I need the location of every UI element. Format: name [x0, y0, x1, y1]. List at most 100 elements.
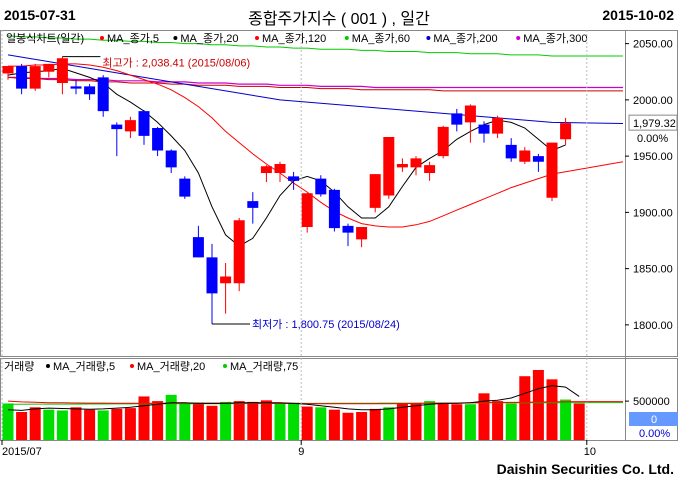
x-tick-label: 9 — [298, 446, 304, 458]
candle-body — [315, 178, 327, 195]
volume-bar — [437, 402, 449, 440]
volume-bar — [70, 407, 82, 440]
candle-body — [233, 220, 245, 284]
candle-body — [247, 201, 259, 208]
volume-bar — [2, 403, 14, 440]
price-legend-main: 일봉식차트(일간) — [6, 31, 84, 45]
legend-swatch — [344, 36, 349, 40]
candle-body — [111, 124, 123, 130]
volume-bar — [220, 401, 232, 440]
legend-swatch — [173, 36, 178, 40]
y-tick-label: 1850.00 — [633, 264, 673, 276]
price-legend-item: MA_종가,5 — [107, 32, 159, 45]
y-tick-label: 1800.00 — [633, 320, 673, 332]
volume-bar — [396, 403, 408, 440]
candle-body — [424, 165, 436, 173]
candle-body — [328, 189, 340, 229]
price-legend-item: MA_종가,300 — [523, 32, 587, 45]
y-tick-label: 1900.00 — [633, 207, 673, 219]
candle-body — [288, 176, 300, 181]
price-legend-item: MA_종가,60 — [352, 32, 410, 45]
legend-swatch — [46, 364, 50, 368]
chart-header: 2015-07-31 종합주가지수 ( 001 ) , 일간 2015-10-0… — [0, 0, 678, 30]
price-ma60-line — [7, 35, 623, 57]
candle-body — [383, 137, 395, 196]
volume-bar — [369, 408, 381, 440]
legend-swatch — [426, 36, 431, 40]
candle-body — [179, 178, 191, 197]
brand-footer: Daishin Securities Co. Ltd. — [496, 461, 674, 477]
x-tick-label: 2015/07 — [2, 446, 42, 458]
volume-bar — [152, 401, 164, 440]
candle-body — [152, 128, 164, 151]
candle-body — [84, 86, 96, 95]
volume-bar — [560, 399, 572, 440]
volume-bar — [301, 406, 313, 440]
volume-bar — [16, 412, 28, 440]
price-change-pct: 0.00% — [637, 133, 668, 145]
volume-bar — [247, 401, 259, 440]
chart-title: 종합주가지수 ( 001 ) , 일간 — [248, 11, 430, 28]
volume-bar — [546, 379, 558, 440]
volume-bar — [84, 409, 96, 440]
volume-bar — [179, 403, 191, 440]
x-tick-label: 10 — [584, 446, 596, 458]
candle-body — [192, 237, 204, 258]
candle-body — [97, 77, 109, 112]
volume-ma20-line — [7, 400, 623, 405]
candle-body — [437, 126, 449, 157]
candle-body — [410, 158, 422, 168]
y-tick-label: 2000.00 — [633, 95, 673, 107]
y-tick-label: 1950.00 — [633, 151, 673, 163]
volume-last-label: 0 — [651, 414, 657, 426]
end-date: 2015-10-02 — [602, 7, 674, 23]
candle-body — [492, 117, 504, 134]
volume-change-pct: 0.00% — [639, 428, 670, 440]
legend-swatch — [100, 36, 104, 40]
candle-body — [356, 227, 368, 240]
start-date: 2015-07-31 — [4, 7, 76, 23]
volume-bar — [111, 408, 123, 440]
volume-bar — [342, 412, 354, 440]
candle-body — [532, 156, 544, 162]
candle-body — [29, 66, 41, 89]
volume-bar — [424, 401, 436, 440]
volume-bar — [492, 401, 504, 440]
last-price-label: 1,979.32 — [633, 118, 676, 130]
candle-body — [16, 66, 28, 89]
volume-bar — [29, 407, 41, 440]
candle-body — [260, 166, 272, 173]
candle-body — [220, 276, 232, 284]
candle-body — [451, 113, 463, 125]
volume-bar — [356, 412, 368, 440]
volume-bar — [410, 403, 422, 440]
volume-y-tick-label: 500000 — [633, 396, 670, 408]
volume-ma5-line — [7, 385, 580, 411]
price-legend-item: MA_종가,200 — [433, 32, 497, 45]
candle-body — [138, 111, 150, 136]
volume-bar — [315, 407, 327, 440]
volume-bar — [383, 407, 395, 440]
volume-bar — [206, 405, 218, 440]
price-ma20-line — [8, 63, 624, 228]
candle-body — [43, 63, 55, 72]
volume-bar — [138, 396, 150, 440]
candle-body — [124, 120, 136, 132]
candle-body — [396, 164, 408, 168]
candle-body — [206, 257, 218, 294]
volume-legend-item: MA_거래량,5 — [53, 360, 115, 373]
legend-swatch — [223, 364, 227, 368]
candle-body — [2, 66, 14, 74]
volume-legend-main: 거래량 — [4, 360, 34, 373]
volume-bar — [233, 401, 245, 440]
candle-body — [70, 86, 82, 89]
volume-bar — [56, 410, 68, 440]
volume-bar — [328, 409, 340, 440]
price-legend-item: MA_종가,20 — [180, 32, 238, 45]
candle-body — [342, 225, 354, 233]
candle-body — [519, 150, 531, 162]
volume-bar — [97, 410, 109, 440]
last-price-box — [628, 114, 678, 131]
volume-legend-item: MA_거래량,75 — [230, 360, 298, 373]
